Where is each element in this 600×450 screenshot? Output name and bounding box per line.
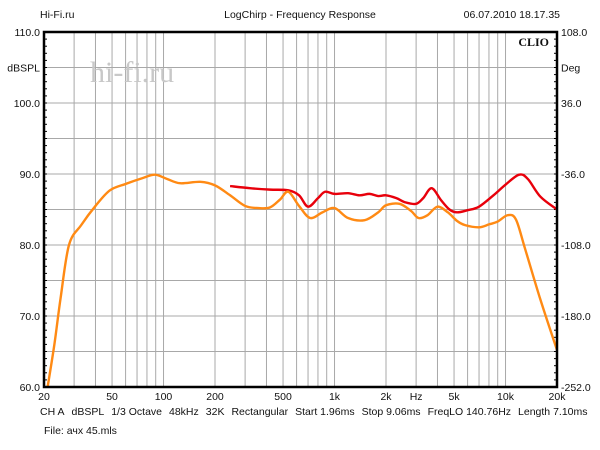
- series-response-orange: [46, 173, 559, 388]
- y2-tick-label: -180.0: [561, 311, 591, 323]
- x-tick-label: 1k: [329, 391, 341, 403]
- setting-0: CH A: [40, 406, 65, 418]
- x-axis-label: Hz: [410, 391, 423, 403]
- x-tick-label: 50: [106, 391, 118, 403]
- watermark-logo: hi-fi.ru: [90, 56, 174, 89]
- setting-3: 48kHz: [169, 406, 199, 418]
- y-tick-label: 80.0: [20, 240, 41, 252]
- x-tick-label: 200: [206, 391, 224, 403]
- setting-4: 32K: [205, 406, 225, 418]
- plot-frame: [42, 30, 559, 389]
- x-tick-label: 5k: [449, 391, 461, 403]
- y2-axis-label: Deg: [561, 63, 580, 75]
- x-tick-label: 10k: [497, 391, 515, 403]
- y-tick-label: 110.0: [15, 27, 41, 39]
- setting-8: FreqLO 140.76Hz: [427, 406, 512, 418]
- header-timestamp: 06.07.2010 18.17.35: [463, 9, 560, 21]
- header-site: Hi-Fi.ru: [40, 9, 75, 21]
- setting-7: Stop 9.06ms: [361, 406, 421, 418]
- y2-tick-label: 36.0: [561, 98, 582, 110]
- y2-tick-label: 108.0: [561, 27, 587, 39]
- setting-2: 1/3 Octave: [111, 406, 162, 418]
- y-tick-label: 90.0: [20, 169, 41, 181]
- y2-tick-label: -252.0: [561, 382, 591, 394]
- x-tick-label: 20k: [549, 391, 567, 403]
- file-name: File: ачх 45.mls: [44, 425, 117, 437]
- y-axis-label: dBSPL: [7, 63, 40, 75]
- setting-5: Rectangular: [231, 406, 289, 418]
- setting-9: Length 7.10ms: [518, 406, 588, 418]
- setting-1: dBSPL: [71, 406, 105, 418]
- y2-tick-label: -36.0: [561, 169, 585, 181]
- x-tick-label: 2k: [380, 391, 392, 403]
- y-tick-label: 60.0: [20, 382, 41, 394]
- x-tick-label: 100: [155, 391, 173, 403]
- x-tick-label: 20: [38, 391, 50, 403]
- y-tick-label: 100.0: [14, 98, 40, 110]
- clio-logo: CLIO: [518, 35, 549, 49]
- measurement-settings: CH A dBSPL 1/3 Octave 48kHz 32K Rectangular St…: [40, 406, 595, 418]
- setting-6: Start 1.96ms: [295, 406, 355, 418]
- chart-title: LogChirp - Frequency Response: [224, 9, 376, 21]
- series-response-red: [229, 173, 558, 214]
- x-tick-label: 500: [274, 391, 292, 403]
- y2-tick-label: -108.0: [561, 240, 591, 252]
- y-tick-label: 70.0: [20, 311, 41, 323]
